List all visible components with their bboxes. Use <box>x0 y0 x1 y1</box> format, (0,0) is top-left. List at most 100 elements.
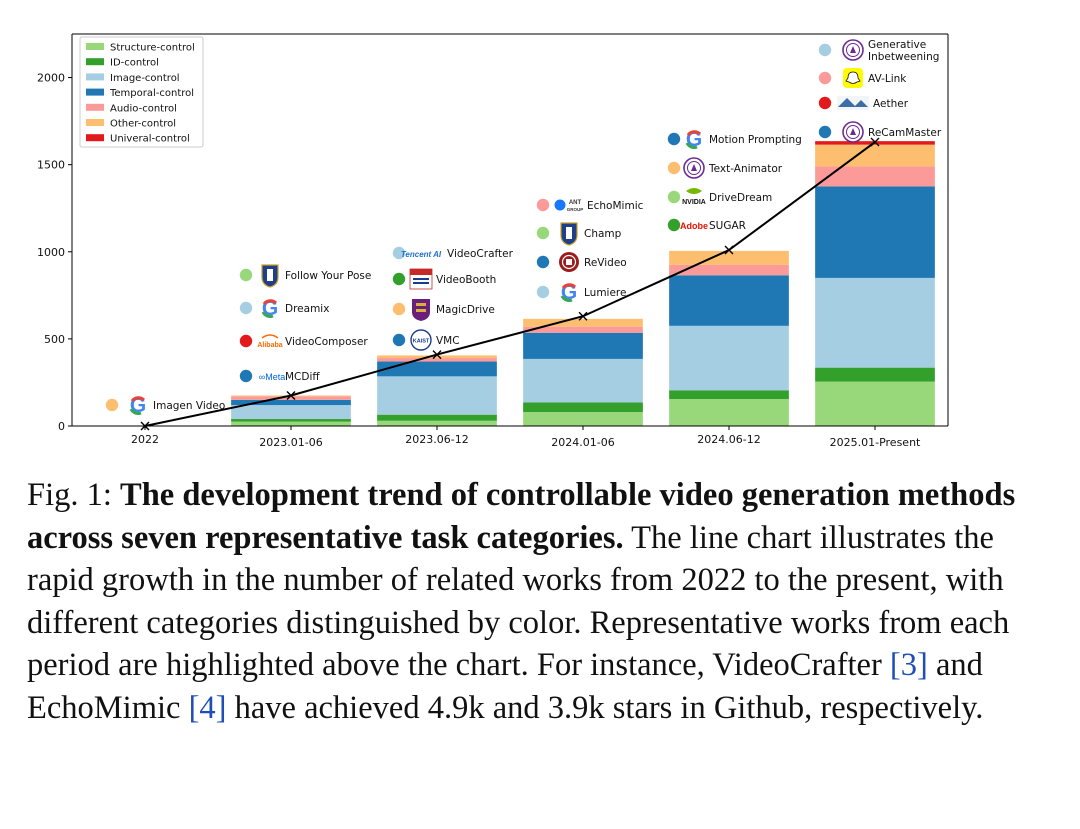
legend-label: Audio-control <box>110 103 177 114</box>
google-icon-part <box>261 311 274 318</box>
bar-other-control-2 <box>377 355 497 359</box>
work-label-0: Imagen Video <box>153 400 225 412</box>
work-dot-19 <box>818 96 832 110</box>
kaist-logo-part <box>410 329 432 351</box>
y-tick-label: 1500 <box>37 159 65 172</box>
work-label-4: MCDiff <box>285 371 320 383</box>
bar-structure-control-1 <box>231 421 351 426</box>
bar-image-control-4 <box>669 325 789 391</box>
citation-4[interactable]: [4] <box>188 689 227 726</box>
pku-seal-icon-part <box>561 254 577 270</box>
x-tick-label: 2024.06-12 <box>697 433 760 446</box>
caption-text-3: have achieved 4.9k and 3.9k stars in Git… <box>226 689 984 726</box>
work-dot-20 <box>818 125 832 139</box>
bar-id-control-3 <box>523 402 643 413</box>
figure-caption: Fig. 1: The development trend of control… <box>27 474 1067 729</box>
meta-logo: ∞Meta <box>259 372 285 382</box>
work-label-13: Motion Prompting <box>709 134 802 146</box>
work-label-12: Lumiere <box>584 287 626 299</box>
bar-audio-control-4 <box>669 264 789 276</box>
snapchat-icon <box>843 68 863 88</box>
bar-audio-control-3 <box>523 326 643 333</box>
legend-box <box>79 36 204 148</box>
bar-temporal-control-4 <box>669 275 789 326</box>
bar-image-control-5 <box>815 277 935 368</box>
bar-structure-control-5 <box>815 381 935 426</box>
legend-swatch <box>86 88 104 96</box>
ant-group-logo-part <box>554 199 566 211</box>
legend-swatch <box>86 43 104 50</box>
work-dot-8 <box>392 333 406 347</box>
bar-image-control-1 <box>231 405 351 420</box>
y-tick-label: 500 <box>44 333 65 346</box>
google-icon: G <box>560 281 577 304</box>
y-tick-label: 2000 <box>37 72 65 85</box>
bar-temporal-control-5 <box>815 186 935 278</box>
bar-temporal-control-3 <box>523 332 643 359</box>
bar-structure-control-4 <box>669 398 789 426</box>
work-dot-12 <box>536 285 550 299</box>
work-label-17: Generative <box>868 39 926 51</box>
legend-label: Other-control <box>110 119 176 130</box>
bar-other-control-3 <box>523 318 643 327</box>
work-dot-2 <box>239 301 253 315</box>
adobe-logo: Adobe <box>680 221 708 231</box>
bar-id-control-2 <box>377 414 497 421</box>
snapchat-icon-part <box>845 71 861 84</box>
university-seal-icon <box>842 121 864 143</box>
legend-label: ID-control <box>110 58 159 69</box>
work-label-2: Dreamix <box>285 303 329 315</box>
work-label-8: VMC <box>436 335 460 347</box>
work-label-1: Follow Your Pose <box>285 270 371 282</box>
legend-label: Univeral-control <box>110 134 190 145</box>
legend-swatch <box>86 103 104 111</box>
trend-marker <box>724 245 734 255</box>
kaist-logo: KAIST <box>410 329 432 351</box>
y-tick-label: 0 <box>58 420 65 433</box>
university-seal-icon-part <box>687 161 701 175</box>
bar-temporal-control-1 <box>231 399 351 406</box>
google-icon-part <box>262 299 278 306</box>
bar-temporal-control-2 <box>377 361 497 377</box>
legend-swatch <box>86 58 104 66</box>
ant-group-logo-part: ANT <box>569 200 582 206</box>
university-seal-icon-part <box>850 46 856 53</box>
citation-3[interactable]: [3] <box>889 647 928 683</box>
ntu-logo-part <box>413 278 429 280</box>
university-shield-icon <box>560 222 578 246</box>
work-label-3: VideoComposer <box>285 336 368 348</box>
university-shield-icon-part <box>566 227 572 239</box>
trend-line <box>144 141 876 427</box>
google-icon-part <box>130 396 146 403</box>
work-label-17: Inbetweening <box>868 51 939 63</box>
meta-logo-part: ∞Meta <box>259 372 285 382</box>
university-seal-icon-part <box>850 128 856 135</box>
work-dot-3 <box>239 334 253 348</box>
x-tick-label: 2022 <box>131 433 159 446</box>
work-label-11: ReVideo <box>584 257 627 269</box>
bar-id-control-5 <box>815 367 935 382</box>
legend-swatch <box>86 73 104 81</box>
work-label-14: Text-Animator <box>708 163 783 175</box>
google-icon-part <box>560 295 573 302</box>
work-dot-5 <box>392 246 406 260</box>
caption-title: The development trend of controllable vi… <box>27 477 1016 556</box>
chart-svg: 0 500 1000 1500 2000 2022 2023.01-06 2023.06-12… <box>37 33 949 449</box>
work-dot-16 <box>667 218 681 232</box>
google-icon-part <box>685 142 698 149</box>
work-dot-6 <box>392 272 406 286</box>
work-label-18: AV-Link <box>868 73 907 85</box>
work-label-5: VideoCrafter <box>447 248 514 260</box>
bar-audio-control-5 <box>815 166 935 187</box>
university-shield-icon-part <box>267 269 273 281</box>
work-label-20: ReCamMaster <box>868 127 942 139</box>
alibaba-logo: Alibaba <box>257 334 283 349</box>
nvidia-logo-part <box>686 188 702 194</box>
work-label-9: EchoMimic <box>587 200 644 212</box>
google-icon-part <box>686 130 702 137</box>
bar-structure-control-3 <box>523 412 643 426</box>
pku-seal-icon-part <box>566 259 572 265</box>
x-tick-label: 2023.06-12 <box>405 433 468 446</box>
bar-structure-control-2 <box>377 420 497 426</box>
